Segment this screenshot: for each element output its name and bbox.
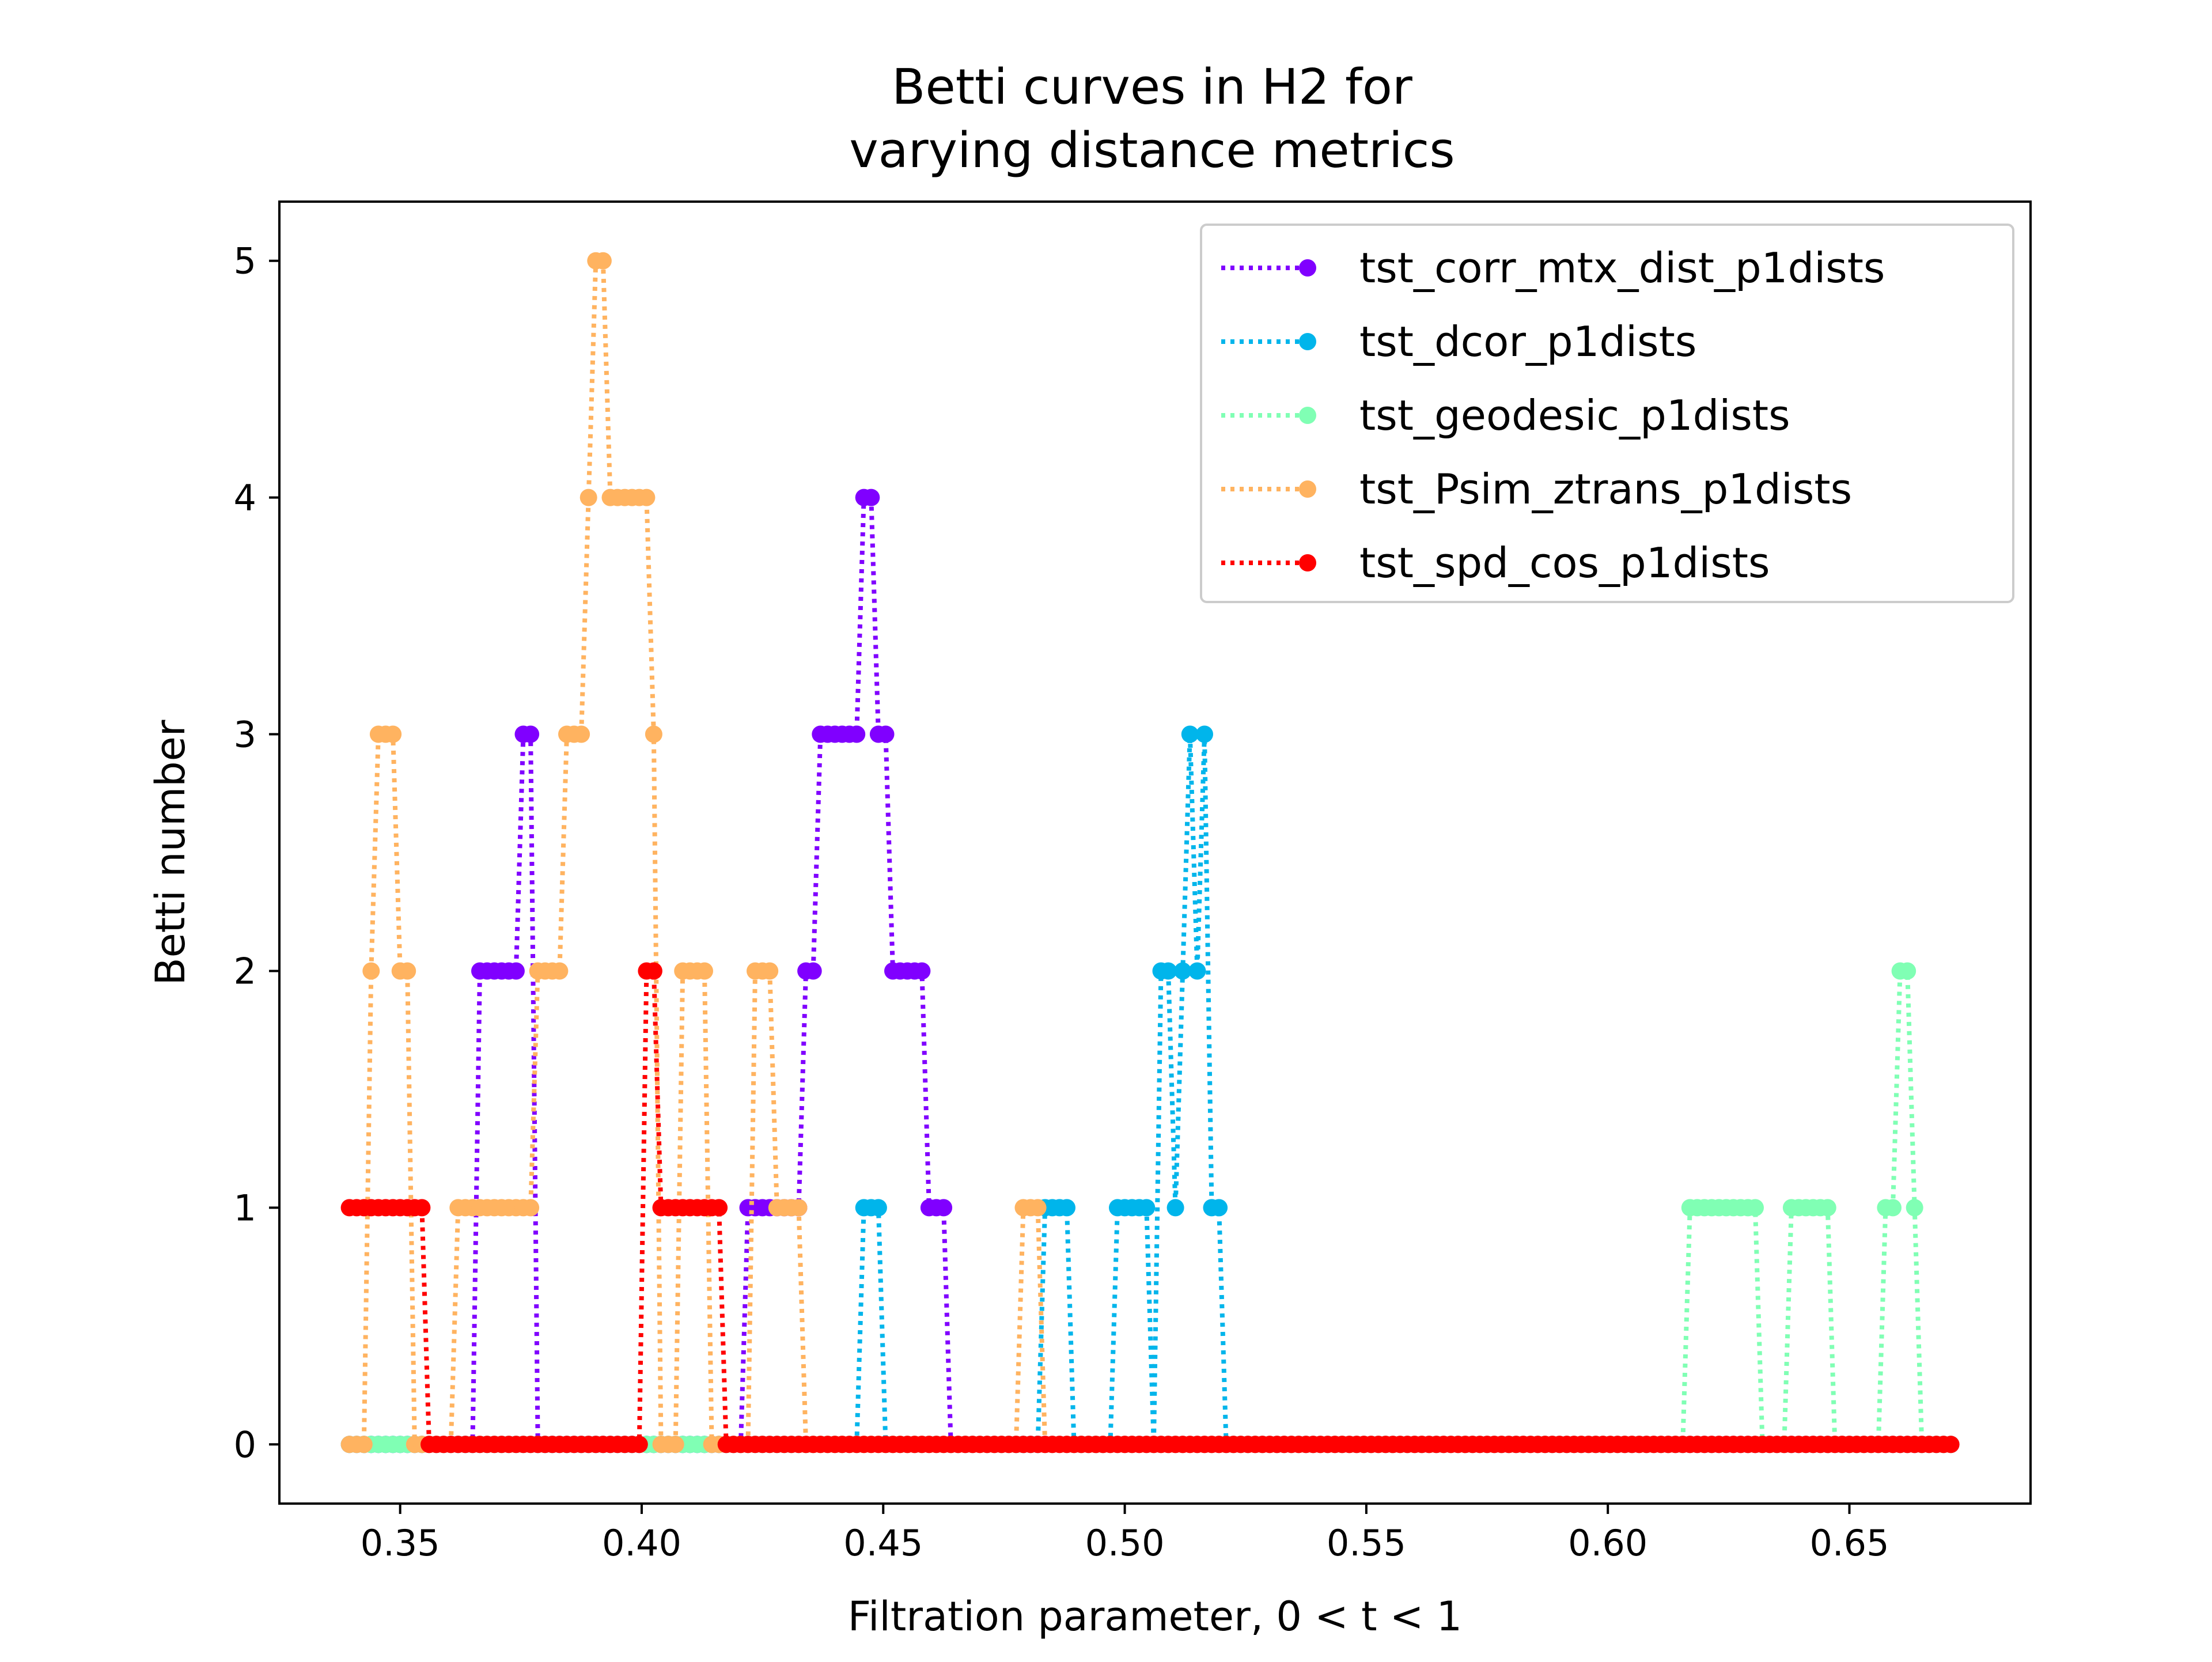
data-point bbox=[790, 1199, 808, 1217]
legend-marker bbox=[1299, 480, 1316, 498]
legend-label: tst_Psim_ztrans_p1dists bbox=[1359, 465, 1852, 513]
data-point bbox=[362, 962, 380, 980]
legend-label: tst_dcor_p1dists bbox=[1359, 317, 1696, 366]
y-tick-label: 2 bbox=[234, 950, 256, 992]
data-point bbox=[522, 1199, 540, 1217]
x-tick-label: 0.35 bbox=[361, 1522, 440, 1564]
data-point bbox=[1181, 725, 1199, 743]
legend-box bbox=[1200, 224, 2014, 603]
data-point bbox=[638, 489, 656, 506]
series-layer bbox=[340, 252, 1960, 1453]
legend-item: tst_dcor_p1dists bbox=[1221, 317, 1696, 366]
data-point bbox=[1138, 1199, 1156, 1217]
data-point bbox=[507, 962, 525, 980]
data-point bbox=[666, 1436, 684, 1453]
y-axis-label: Betti number bbox=[147, 720, 194, 985]
title-line-2: varying distance metrics bbox=[849, 122, 1455, 179]
data-point bbox=[384, 725, 402, 743]
x-tick-label: 0.60 bbox=[1568, 1522, 1647, 1564]
data-point bbox=[1196, 725, 1213, 743]
y-tick-label: 0 bbox=[234, 1424, 256, 1466]
data-point bbox=[761, 962, 779, 980]
legend-marker bbox=[1299, 554, 1316, 571]
chart-title: Betti curves in H2 for varying distance m… bbox=[849, 59, 1455, 179]
plot-frame bbox=[278, 200, 2032, 1505]
data-point bbox=[935, 1199, 953, 1217]
data-point bbox=[1210, 1199, 1228, 1217]
data-point bbox=[1029, 1199, 1047, 1217]
data-point bbox=[1166, 1199, 1184, 1217]
data-point bbox=[1160, 962, 1177, 980]
data-point bbox=[877, 725, 895, 743]
y-axis: 0 1 2 3 4 5 bbox=[234, 240, 279, 1466]
data-point bbox=[1899, 962, 1916, 980]
legend-marker bbox=[1299, 407, 1316, 424]
y-tick-label: 3 bbox=[234, 714, 256, 756]
data-point bbox=[869, 1199, 887, 1217]
data-point bbox=[1747, 1199, 1764, 1217]
data-point bbox=[522, 725, 540, 743]
legend: tst_corr_mtx_dist_p1dists tst_dcor_p1dist… bbox=[1200, 224, 2014, 603]
series-tst_spd_cos_p1dists bbox=[340, 962, 1960, 1453]
data-point bbox=[862, 489, 880, 506]
legend-marker bbox=[1299, 259, 1316, 277]
data-point bbox=[630, 1436, 648, 1453]
x-axis-label: Filtration parameter, 0 < t < 1 bbox=[848, 1593, 1462, 1640]
data-point bbox=[399, 962, 416, 980]
data-point bbox=[1884, 1199, 1902, 1217]
y-tick-label: 4 bbox=[234, 477, 256, 519]
y-tick-label: 5 bbox=[234, 240, 256, 282]
data-point bbox=[913, 962, 931, 980]
data-point bbox=[645, 725, 662, 743]
x-tick-label: 0.55 bbox=[1327, 1522, 1406, 1564]
x-tick-label: 0.45 bbox=[843, 1522, 923, 1564]
y-tick-label: 1 bbox=[234, 1187, 256, 1229]
x-tick-label: 0.40 bbox=[602, 1522, 681, 1564]
legend-item: tst_spd_cos_p1dists bbox=[1221, 539, 1770, 587]
x-tick-label: 0.50 bbox=[1085, 1522, 1165, 1564]
data-point bbox=[1058, 1199, 1075, 1217]
legend-item: tst_geodesic_p1dists bbox=[1221, 391, 1790, 440]
legend-marker bbox=[1299, 333, 1316, 350]
x-tick-label: 0.65 bbox=[1809, 1522, 1889, 1564]
data-point bbox=[1188, 962, 1206, 980]
legend-item: tst_corr_mtx_dist_p1dists bbox=[1221, 244, 1885, 292]
data-point bbox=[1906, 1199, 1923, 1217]
data-point bbox=[413, 1199, 431, 1217]
data-point bbox=[573, 725, 590, 743]
data-point bbox=[710, 1199, 728, 1217]
data-point bbox=[1942, 1436, 1960, 1453]
data-point bbox=[848, 725, 866, 743]
data-point bbox=[355, 1436, 373, 1453]
legend-label: tst_geodesic_p1dists bbox=[1359, 391, 1790, 440]
data-point bbox=[594, 252, 612, 270]
data-point bbox=[804, 962, 822, 980]
data-point bbox=[551, 962, 569, 980]
data-point bbox=[696, 962, 713, 980]
legend-item: tst_Psim_ztrans_p1dists bbox=[1221, 465, 1852, 513]
legend-label: tst_corr_mtx_dist_p1dists bbox=[1359, 244, 1885, 292]
data-point bbox=[1819, 1199, 1836, 1217]
data-point bbox=[579, 489, 597, 506]
data-point bbox=[645, 962, 662, 980]
legend-label: tst_spd_cos_p1dists bbox=[1359, 539, 1770, 587]
data-point bbox=[1174, 962, 1192, 980]
plot-area bbox=[278, 200, 2032, 1505]
x-axis: 0.35 0.40 0.45 0.50 0.55 0.60 0.65 bbox=[361, 1504, 1889, 1564]
title-line-1: Betti curves in H2 for bbox=[892, 59, 1412, 116]
